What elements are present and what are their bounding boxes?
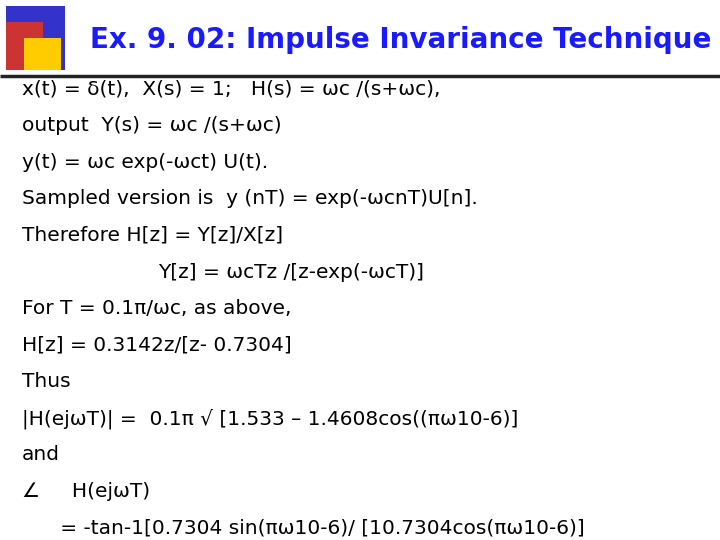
Text: H[z] = 0.3142z/[z- 0.7304]: H[z] = 0.3142z/[z- 0.7304] [22, 336, 292, 355]
Bar [6, 6, 65, 70]
Text: ∠     H(ejωT): ∠ H(ejωT) [22, 482, 150, 501]
Text: For T = 0.1π/ωc, as above,: For T = 0.1π/ωc, as above, [22, 299, 291, 318]
Text: y(t) = ωc exp(-ωct) U(t).: y(t) = ωc exp(-ωct) U(t). [22, 153, 268, 172]
Bar [6, 22, 43, 70]
Text: Sampled version is  y (nT) = exp(-ωcnT)U[n].: Sampled version is y (nT) = exp(-ωcnT)U[… [22, 190, 477, 208]
Text: Thus: Thus [22, 372, 71, 391]
Bar [24, 38, 61, 70]
Text: Y[z] = ωcTz /[z-exp(-ωcT)]: Y[z] = ωcTz /[z-exp(-ωcT)] [158, 262, 424, 281]
Text: Ex. 9. 02: Impulse Invariance Technique: Ex. 9. 02: Impulse Invariance Technique [90, 26, 711, 55]
Text: Therefore H[z] = Y[z]/X[z]: Therefore H[z] = Y[z]/X[z] [22, 226, 283, 245]
Text: output  Y(s) = ωc /(s+ωc): output Y(s) = ωc /(s+ωc) [22, 116, 282, 135]
Text: x(t) = δ(t),  X(s) = 1;   H(s) = ωc /(s+ωc),: x(t) = δ(t), X(s) = 1; H(s) = ωc /(s+ωc)… [22, 79, 440, 99]
Text: = -tan-1[0.7304 sin(πω10-6)/ [10.7304cos(πω10-6)]: = -tan-1[0.7304 sin(πω10-6)/ [10.7304cos… [22, 518, 585, 538]
Text: |H(ejωT)| =  0.1π √ [1.533 – 1.4608cos((πω10-6)]: |H(ejωT)| = 0.1π √ [1.533 – 1.4608cos((π… [22, 408, 518, 429]
Text: and: and [22, 446, 60, 464]
